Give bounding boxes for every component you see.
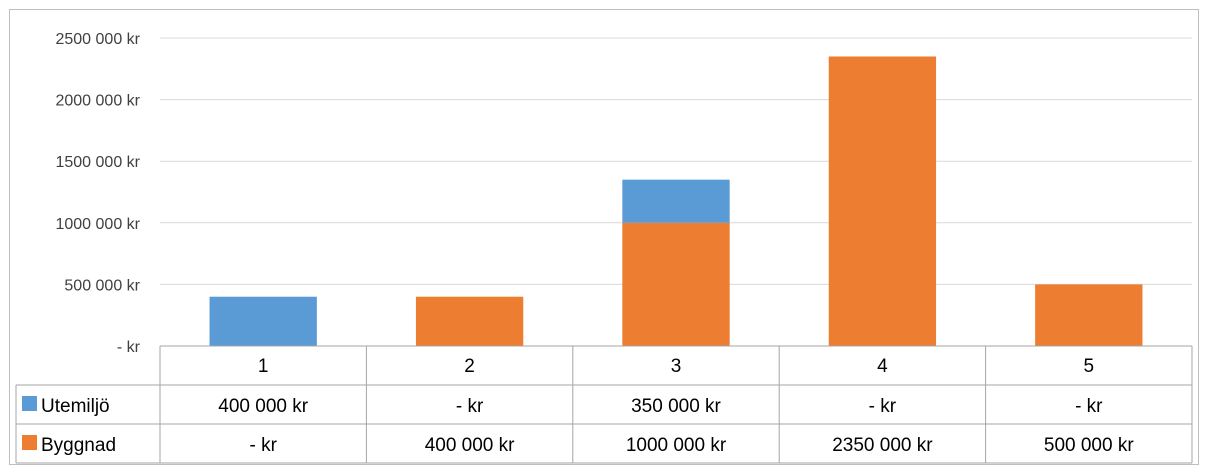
bar-byggnad — [622, 222, 730, 346]
y-tick-label: - kr — [117, 339, 141, 356]
bar-utemilj- — [209, 296, 317, 346]
data-label-byggnad: 2350 000 kr — [832, 435, 933, 456]
bar-byggnad — [1035, 284, 1143, 346]
chart-frame — [9, 9, 1199, 465]
bar-byggnad — [828, 56, 937, 346]
y-tick-label: 1000 000 kr — [55, 216, 140, 233]
bar-byggnad — [415, 296, 524, 346]
bar-utemilj- — [622, 179, 730, 223]
data-label-byggnad: 500 000 kr — [1044, 435, 1134, 456]
data-label-utemilj-: - kr — [869, 396, 897, 417]
x-category-label: 3 — [671, 356, 682, 377]
legend-key-byggnad — [22, 435, 37, 450]
y-tick-label: 2000 000 kr — [55, 93, 140, 110]
x-category-label: 5 — [1084, 356, 1095, 377]
x-category-label: 2 — [464, 356, 475, 377]
legend-key-utemilj- — [22, 396, 37, 411]
x-category-label: 1 — [258, 356, 269, 377]
data-label-byggnad: 400 000 kr — [425, 435, 515, 456]
data-label-utemilj-: - kr — [456, 396, 484, 417]
legend-label-utemilj-: Utemiljö — [41, 396, 110, 417]
data-label-utemilj-: 400 000 kr — [218, 396, 308, 417]
y-tick-label: 500 000 kr — [64, 277, 140, 294]
data-label-byggnad: 1000 000 kr — [626, 435, 727, 456]
data-label-byggnad: - kr — [249, 435, 277, 456]
y-tick-label: 1500 000 kr — [55, 154, 140, 171]
data-label-utemilj-: 350 000 kr — [631, 396, 721, 417]
data-label-utemilj-: - kr — [1075, 396, 1103, 417]
y-tick-label: 2500 000 kr — [55, 31, 140, 48]
x-category-label: 4 — [877, 356, 888, 377]
legend-label-byggnad: Byggnad — [41, 435, 116, 456]
